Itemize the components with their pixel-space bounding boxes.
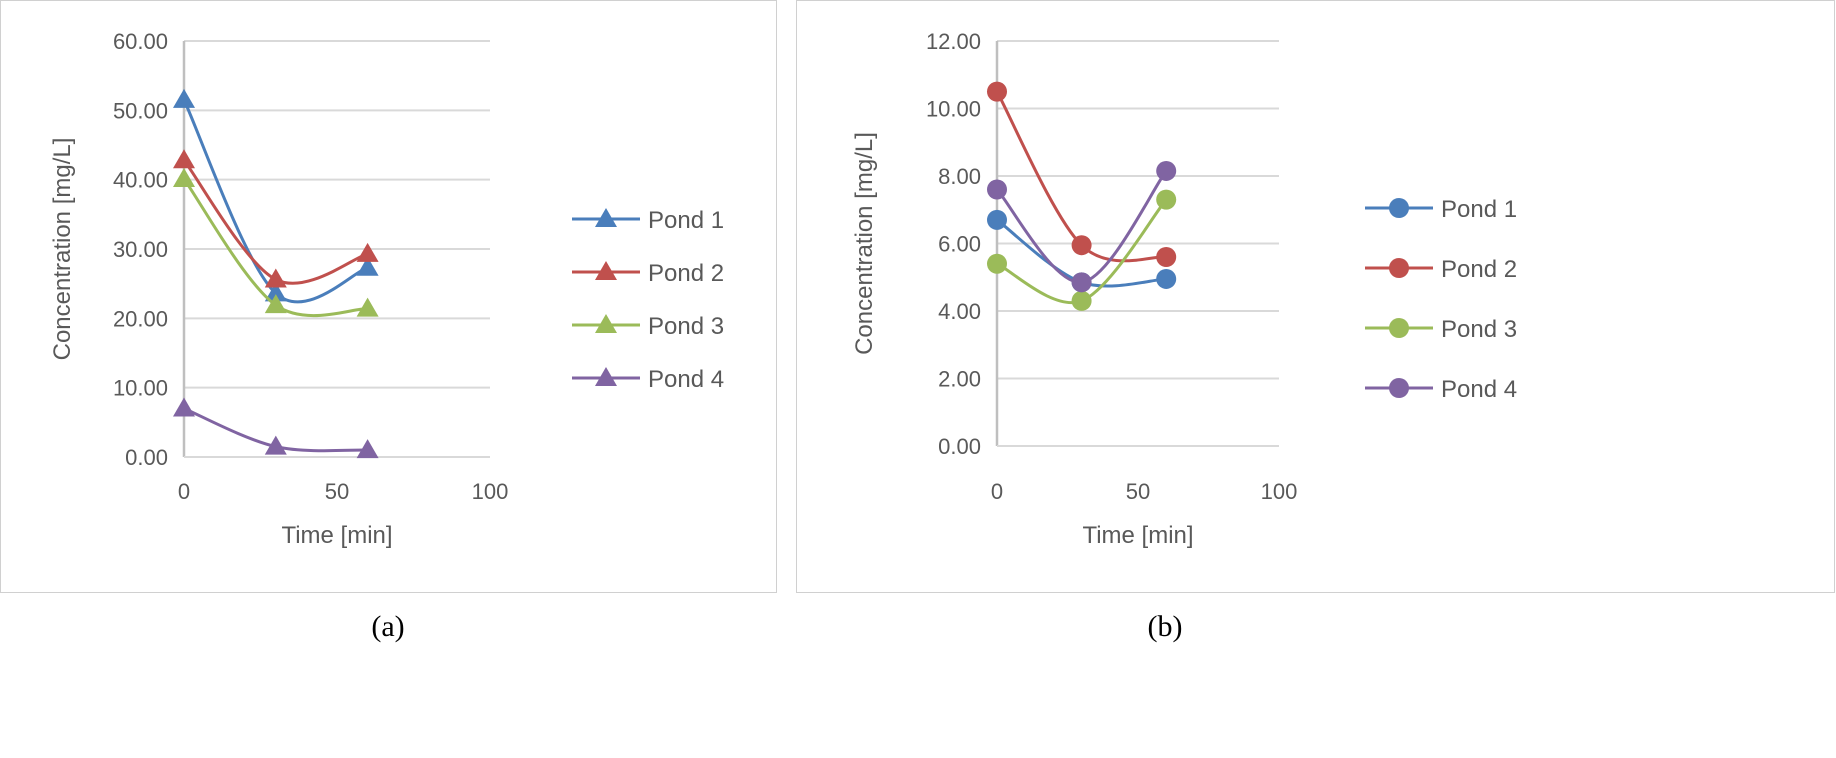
chart-b-series-pond-4-point [1156,160,1177,181]
chart-b-x-tick-label: 0 [991,479,1003,504]
chart-b-series-pond-1-point [1156,268,1177,289]
chart-b-series-pond-2-point [1156,247,1177,267]
chart-a-series-pond-2-point [356,242,379,262]
chart-b-series-pond-4-point [1071,272,1092,293]
chart-a-y-tick-label: 20.00 [113,306,168,331]
chart-a-x-tick-label: 100 [472,479,509,504]
chart-a-y-axis-title: Concentration [mg/L] [49,138,76,361]
chart-a-y-tick-label: 60.00 [113,29,168,54]
chart-b-series-pond-3-point [1071,290,1092,311]
chart-b-series-pond-2-point [987,81,1007,102]
chart-a-series-pond-1-point [356,256,379,276]
chart-b-series-pond-3-point [987,253,1007,274]
chart-b-y-tick-label: 0.00 [938,434,981,459]
chart-a-legend-label: Pond 4 [648,366,724,393]
chart-a-series-pond-2-point [173,149,195,169]
chart-a-series-pond-4-point [264,435,287,455]
chart-b-y-tick-label: 4.00 [938,299,981,324]
chart-a-y-tick-label: 40.00 [113,168,168,193]
chart-b-x-tick-label: 50 [1126,479,1150,504]
chart-b-series-pond-1-point [987,209,1007,230]
chart-b-y-axis-title: Concentration [mg/L] [851,132,878,355]
chart-a-y-tick-label: 30.00 [113,237,168,262]
chart-a-x-axis-title: Time [min] [281,522,392,549]
chart-a-series-pond-4-point [356,439,379,459]
chart-a-caption: (a) [371,610,405,643]
chart-b-legend-marker [1389,318,1409,338]
chart-b-legend-marker [1389,198,1409,218]
chart-b-y-tick-label: 10.00 [926,97,981,122]
chart-b-caption: (b) [1147,610,1183,643]
chart-b-series-pond-4-line [995,170,1168,284]
chart-b-legend-marker [1389,378,1409,398]
chart-b-series-pond-4-point [987,179,1007,200]
chart-b-x-tick-label: 100 [1261,479,1298,504]
chart-b-y-tick-label: 12.00 [926,29,981,54]
chart-a-legend-label: Pond 3 [648,313,724,340]
chart-b-legend-label: Pond 3 [1441,316,1517,343]
chart-b-legend-label: Pond 1 [1441,196,1517,223]
chart-b-y-tick-label: 8.00 [938,164,981,189]
chart-a-legend-marker [595,314,617,333]
chart-b-y-tick-label: 2.00 [938,367,981,392]
chart-b-y-tick-label: 6.00 [938,232,981,257]
chart-a-series-pond-3-point [356,297,379,317]
chart-a-series-pond-3-point [173,167,195,187]
chart-a-series-pond-1-point [173,88,195,108]
chart-b-series-pond-2-point [1071,235,1092,256]
chart-a-series-pond-3-point [264,294,287,314]
chart-a-series-pond-2-point [264,268,287,288]
chart-a-series-pond-4-point [173,397,195,417]
chart-b-panel [796,0,1835,593]
chart-b-legend-label: Pond 4 [1441,376,1517,403]
chart-a-y-tick-label: 0.00 [125,445,168,470]
chart-b-series-pond-3-point [1156,189,1177,210]
chart-a-legend-label: Pond 2 [648,260,724,287]
chart-a-legend-label: Pond 1 [648,207,724,234]
chart-b-legend-label: Pond 2 [1441,256,1517,283]
chart-a-x-tick-label: 0 [178,479,190,504]
chart-b-legend-marker [1389,258,1409,278]
chart-a-panel [0,0,777,593]
chart-b-x-axis-title: Time [min] [1082,522,1193,549]
chart-a-legend-marker [595,367,617,386]
chart-a-x-tick-label: 50 [325,479,349,504]
chart-a-y-tick-label: 10.00 [113,376,168,401]
chart-a-series-pond-1-point [264,282,287,302]
chart-a-y-tick-label: 50.00 [113,98,168,123]
chart-a-legend-marker [595,261,617,280]
chart-a-legend-marker [595,208,617,227]
